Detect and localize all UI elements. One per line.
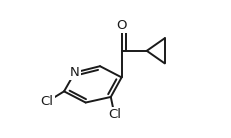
- Text: Cl: Cl: [107, 108, 120, 121]
- Text: Cl: Cl: [40, 95, 53, 108]
- Text: N: N: [70, 66, 79, 79]
- Text: O: O: [116, 19, 126, 32]
